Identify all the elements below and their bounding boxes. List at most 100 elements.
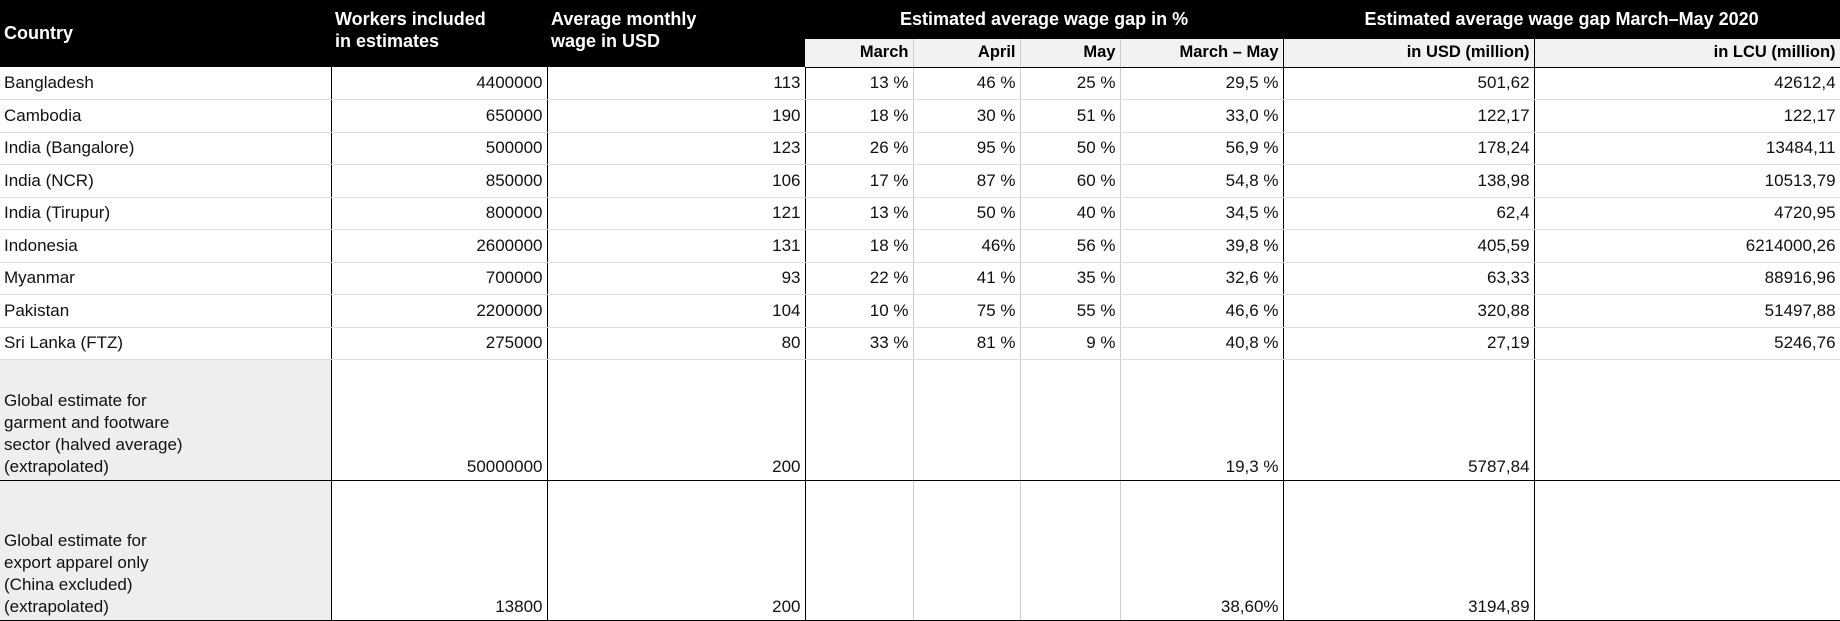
value-cell: 123 (547, 132, 806, 165)
value-cell: 13 % (805, 67, 914, 100)
value-cell: 95 % (913, 132, 1021, 165)
value-cell: 10 % (805, 294, 914, 328)
text-line: export apparel only (4, 553, 149, 572)
value-cell: 320,88 (1283, 294, 1535, 328)
subheader-cell: March – May (1120, 39, 1284, 68)
value-cell: 405,59 (1283, 229, 1535, 263)
text-line: (extrapolated) (4, 597, 109, 616)
value-cell: 34,5 % (1120, 197, 1284, 230)
value-cell: 104 (547, 294, 806, 328)
value-cell: 40,8 % (1120, 327, 1284, 360)
value-cell: 33 % (805, 327, 914, 360)
data-row: Myanmar 700000 93 22 % 41 % 35 % 32,6 % 63,33 88… (0, 262, 1840, 295)
value-cell: 3194,89 (1283, 480, 1535, 621)
value-cell: 80 (547, 327, 806, 360)
value-cell: 41 % (913, 262, 1021, 295)
empty-cell (913, 359, 1021, 481)
value-cell: 93 (547, 262, 806, 295)
value-cell: 50 % (913, 197, 1021, 230)
estimate-label: Global estimate for export apparel only (C… (0, 480, 332, 621)
data-row: Sri Lanka (FTZ) 275000 80 33 % 81 % 9 % 40,8 %… (0, 327, 1840, 360)
value-cell: 850000 (331, 164, 548, 198)
header-group: Estimated average wage gap March–May 202… (1283, 0, 1840, 39)
data-row: India (Bangalore) 500000 123 26 % 95 % 50 % 56… (0, 132, 1840, 165)
value-cell: 46,6 % (1120, 294, 1284, 328)
value-cell: 87 % (913, 164, 1021, 198)
value-cell: 46 % (913, 67, 1021, 100)
text-line: garment and footware (4, 413, 170, 432)
value-cell: 22 % (805, 262, 914, 295)
estimate-row: Global estimate for export apparel only (C… (0, 480, 1840, 621)
text-line: Workers included (335, 9, 486, 29)
table-header: Country Workers included in estimates Ave… (0, 0, 1840, 68)
value-cell: 63,33 (1283, 262, 1535, 295)
value-cell: 4400000 (331, 67, 548, 100)
text-line: (China excluded) (4, 575, 133, 594)
country-cell: India (Tirupur) (0, 197, 332, 230)
value-cell: 131 (547, 229, 806, 263)
estimate-label: Global estimate for garment and footware s… (0, 359, 332, 481)
text-line: in estimates (335, 31, 440, 51)
value-cell: 18 % (805, 99, 914, 133)
value-cell: 500000 (331, 132, 548, 165)
country-cell: Cambodia (0, 99, 332, 133)
empty-cell (1020, 480, 1121, 621)
empty-cell (913, 480, 1021, 621)
empty-cell (1020, 359, 1121, 481)
text-line: sector (halved average) (4, 435, 183, 454)
value-cell: 56 % (1020, 229, 1121, 263)
value-cell: 75 % (913, 294, 1021, 328)
subheader-cell: May (1020, 39, 1121, 68)
header-row: Country Workers included in estimates Ave… (0, 0, 1840, 67)
value-cell: 51497,88 (1534, 294, 1840, 328)
value-cell: 46% (913, 229, 1021, 263)
value-cell: 650000 (331, 99, 548, 133)
text-line: wage in USD (551, 31, 661, 51)
country-cell: Pakistan (0, 294, 332, 328)
value-cell: 178,24 (1283, 132, 1535, 165)
empty-cell (1534, 480, 1840, 621)
data-row: Cambodia 650000 190 18 % 30 % 51 % 33,0 % 122,1… (0, 99, 1840, 133)
value-cell: 40 % (1020, 197, 1121, 230)
value-cell: 2600000 (331, 229, 548, 263)
empty-cell (805, 480, 914, 621)
value-cell: 5787,84 (1283, 359, 1535, 481)
subheader-cell: March (805, 39, 914, 68)
value-cell: 26 % (805, 132, 914, 165)
value-cell: 51 % (1020, 99, 1121, 133)
value-cell: 88916,96 (1534, 262, 1840, 295)
value-cell: 9 % (1020, 327, 1121, 360)
subheader-cell: in LCU (million) (1534, 39, 1840, 68)
value-cell: 33,0 % (1120, 99, 1284, 133)
header-cell: Average monthly wage in USD (547, 0, 805, 67)
value-cell: 13 % (805, 197, 914, 230)
value-cell: 2200000 (331, 294, 548, 328)
value-cell: 29,5 % (1120, 67, 1284, 100)
value-cell: 17 % (805, 164, 914, 198)
text-line: Global estimate for (4, 531, 147, 550)
data-row: India (Tirupur) 800000 121 13 % 50 % 40 % 34,5… (0, 197, 1840, 230)
value-cell: 275000 (331, 327, 548, 360)
text-line: (extrapolated) (4, 457, 109, 476)
value-cell: 200 (547, 480, 806, 621)
value-cell: 62,4 (1283, 197, 1535, 230)
value-cell: 35 % (1020, 262, 1121, 295)
value-cell: 27,19 (1283, 327, 1535, 360)
value-cell: 200 (547, 359, 806, 481)
value-cell: 25 % (1020, 67, 1121, 100)
estimate-row: Global estimate for garment and footware s… (0, 359, 1840, 481)
value-cell: 13800 (331, 480, 548, 621)
value-cell: 121 (547, 197, 806, 230)
value-cell: 800000 (331, 197, 548, 230)
value-cell: 138,98 (1283, 164, 1535, 198)
value-cell: 81 % (913, 327, 1021, 360)
value-cell: 5246,76 (1534, 327, 1840, 360)
value-cell: 501,62 (1283, 67, 1535, 100)
subheader-row: March April May March – May in USD (million)… (0, 39, 1840, 68)
country-cell: Indonesia (0, 229, 332, 263)
text-line: Average monthly (551, 9, 697, 29)
data-row: India (NCR) 850000 106 17 % 87 % 60 % 54,8 % 13… (0, 164, 1840, 198)
value-cell: 700000 (331, 262, 548, 295)
